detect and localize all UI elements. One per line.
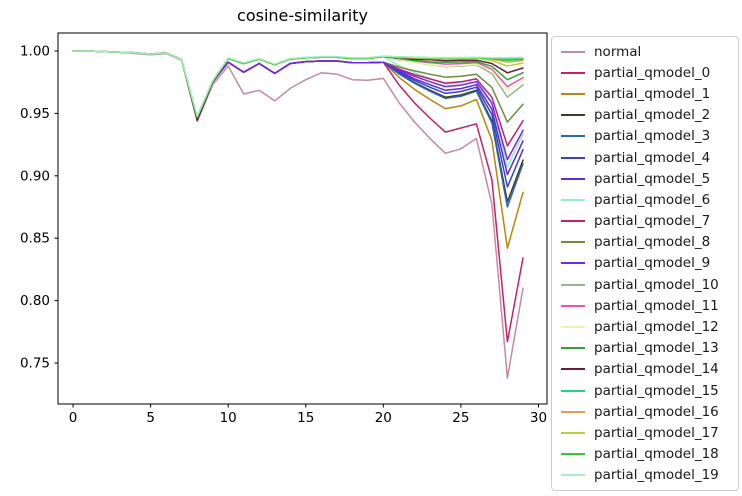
legend-swatch-icon [561,431,585,434]
legend-item: partial_qmodel_7 [552,213,738,230]
legend-label: normal [594,43,642,60]
legend-item: partial_qmodel_12 [552,319,738,336]
x-tick-label: 0 [69,410,78,426]
series-line-partial_qmodel_2 [72,50,524,203]
y-tick-label: 0.80 [20,293,50,309]
y-tick-label: 0.85 [20,231,50,247]
legend-swatch-icon [561,114,585,117]
y-tick-label: 0.95 [20,106,50,122]
legend-item: partial_qmodel_3 [552,128,738,145]
x-tick-label: 30 [530,410,547,426]
legend-swatch-icon [561,241,585,244]
legend-label: partial_qmodel_8 [594,234,711,251]
legend-swatch-icon [561,50,585,53]
legend-label: partial_qmodel_2 [594,107,711,124]
legend-item: partial_qmodel_5 [552,170,738,187]
legend-label: partial_qmodel_12 [594,319,719,336]
legend-swatch-icon [561,71,585,74]
legend-item: partial_qmodel_8 [552,234,738,251]
legend-item: partial_qmodel_6 [552,191,738,208]
legend-swatch-icon [561,156,585,159]
legend-label: partial_qmodel_6 [594,191,711,208]
legend-swatch-icon [561,410,585,413]
legend-label: partial_qmodel_4 [594,149,711,166]
legend-item: partial_qmodel_0 [552,64,738,81]
y-tick-label: 1.00 [20,43,50,59]
legend-item: partial_qmodel_1 [552,85,738,102]
legend-item: partial_qmodel_16 [552,403,738,420]
legend-item: partial_qmodel_18 [552,446,738,463]
y-tick-label: 0.90 [20,168,50,184]
legend-item: partial_qmodel_9 [552,255,738,272]
legend-swatch-icon [561,283,585,286]
legend-swatch-icon [561,92,585,95]
legend-swatch-icon [561,304,585,307]
legend-item: partial_qmodel_15 [552,382,738,399]
legend-label: partial_qmodel_15 [594,382,719,399]
series-line-normal [72,50,524,379]
x-tick-label: 25 [452,410,469,426]
legend-label: partial_qmodel_1 [594,85,711,102]
legend-label: partial_qmodel_14 [594,361,719,378]
series-line-partial_qmodel_19 [72,50,524,117]
legend-swatch-icon [561,347,585,350]
legend-item: partial_qmodel_13 [552,340,738,357]
legend-label: partial_qmodel_13 [594,340,719,357]
legend-label: partial_qmodel_5 [594,170,711,187]
legend-item: partial_qmodel_10 [552,276,738,293]
legend-item: partial_qmodel_4 [552,149,738,166]
legend-label: partial_qmodel_16 [594,403,719,420]
legend-label: partial_qmodel_11 [594,297,719,314]
legend-label: partial_qmodel_7 [594,213,711,230]
legend-label: partial_qmodel_0 [594,64,711,81]
legend-item: partial_qmodel_14 [552,361,738,378]
legend-swatch-icon [561,262,585,265]
legend-label: partial_qmodel_18 [594,446,719,463]
legend-swatch-icon [561,389,585,392]
x-tick-label: 15 [297,410,314,426]
x-tick-label: 10 [220,410,237,426]
axes-frame [57,32,548,405]
legend-item: partial_qmodel_17 [552,424,738,441]
series-line-partial_qmodel_9 [72,50,524,161]
legend-swatch-icon [561,220,585,223]
legend-swatch-icon [561,368,585,371]
legend-label: partial_qmodel_17 [594,424,719,441]
chart-title: cosine-similarity [237,6,368,25]
series-line-partial_qmodel_4 [72,50,524,188]
legend-swatch-icon [561,453,585,456]
legend-swatch-icon [561,135,585,138]
series-line-partial_qmodel_0 [72,50,524,343]
legend-swatch-icon [561,474,585,477]
x-tick-label: 20 [375,410,392,426]
legend-label: partial_qmodel_19 [594,467,719,484]
legend-swatch-icon [561,198,585,201]
legend-item: partial_qmodel_11 [552,297,738,314]
x-tick-label: 5 [146,410,155,426]
legend-swatch-icon [561,326,585,329]
legend-label: partial_qmodel_3 [594,128,711,145]
y-tick-label: 0.75 [20,356,50,372]
legend-swatch-icon [561,177,585,180]
legend-item: normal [552,43,738,60]
legend-item: partial_qmodel_19 [552,467,738,484]
legend-label: partial_qmodel_10 [594,276,719,293]
series-line-partial_qmodel_5 [72,50,524,176]
legend-item: partial_qmodel_2 [552,107,738,124]
legend-label: partial_qmodel_9 [594,255,711,272]
